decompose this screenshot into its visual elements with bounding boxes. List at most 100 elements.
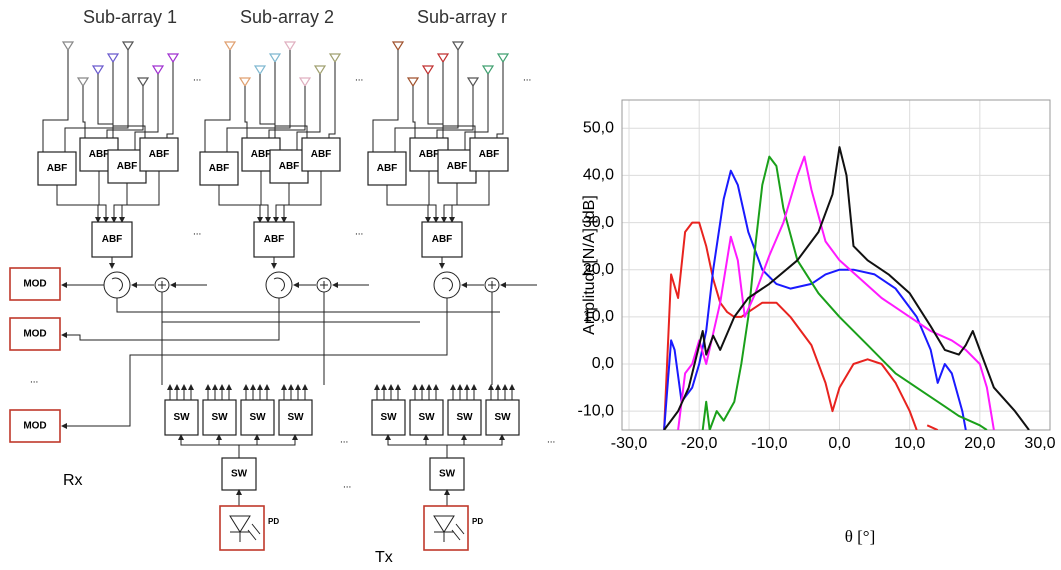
wire <box>446 434 467 458</box>
wire <box>112 62 146 138</box>
block <box>253 221 295 258</box>
block-label: MOD <box>23 421 46 432</box>
series-line <box>663 169 967 430</box>
ellipsis: ... <box>547 435 555 446</box>
block-label: SW <box>287 412 304 423</box>
antenna <box>298 77 312 88</box>
block-label: ABF <box>279 161 300 172</box>
antenna <box>91 65 105 76</box>
subarray-title: Sub-array r <box>417 7 507 27</box>
wire <box>82 86 86 138</box>
y-tick-label: 20,0 <box>583 261 614 278</box>
wire <box>274 62 308 138</box>
pd-label: PD <box>268 517 279 526</box>
antenna <box>121 41 135 52</box>
phase-shifter <box>103 271 131 299</box>
wire <box>226 50 291 152</box>
y-tick-label: -10,0 <box>578 402 615 419</box>
block-label: ABF <box>447 161 468 172</box>
wire <box>111 183 128 223</box>
block-label: ABF <box>311 149 332 160</box>
block <box>367 151 407 186</box>
wire <box>204 50 231 152</box>
x-tick-label: 0,0 <box>828 435 850 452</box>
red-box <box>9 409 61 443</box>
wire <box>442 62 476 138</box>
block-label: ABF <box>149 149 170 160</box>
wire <box>259 74 276 150</box>
wire <box>178 434 240 458</box>
wire <box>98 171 109 223</box>
antenna <box>223 41 237 52</box>
wire <box>328 62 336 138</box>
antenna <box>391 41 405 52</box>
x-axis-label: θ [°] <box>845 527 876 546</box>
block-label: SW <box>494 412 511 423</box>
antenna <box>406 77 420 88</box>
block <box>301 137 341 172</box>
wire <box>441 183 458 223</box>
wire <box>268 86 306 138</box>
ellipsis: ... <box>193 73 201 84</box>
block-label: ABF <box>102 234 123 245</box>
block-label: ABF <box>251 149 272 160</box>
x-tick-label: -30,0 <box>611 435 648 452</box>
block <box>37 151 77 186</box>
ellipsis: ... <box>30 375 38 386</box>
wire <box>260 171 271 223</box>
wire <box>412 86 416 138</box>
ellipsis: ... <box>355 73 363 84</box>
wire <box>423 434 448 458</box>
wire <box>446 434 505 458</box>
antenna <box>268 53 282 64</box>
antenna <box>106 53 120 64</box>
wire <box>97 74 114 150</box>
block-label: MOD <box>23 279 46 290</box>
antenna <box>61 41 75 52</box>
block-label: SW <box>380 412 397 423</box>
wire <box>372 50 399 152</box>
antenna <box>283 41 297 52</box>
x-tick-label: 20,0 <box>964 435 995 452</box>
block-label: ABF <box>479 149 500 160</box>
block-label: ABF <box>47 163 68 174</box>
wire <box>449 171 490 223</box>
series-line <box>677 155 995 430</box>
block-label: ABF <box>264 234 285 245</box>
subarray-title: Sub-array 1 <box>83 7 177 27</box>
block <box>371 399 406 436</box>
wire <box>428 171 439 223</box>
wire <box>273 183 290 223</box>
adder-symbol <box>488 281 496 289</box>
phase-shifter <box>265 271 293 299</box>
ellipsis: ... <box>340 435 348 446</box>
wire <box>119 171 160 223</box>
block <box>485 399 520 436</box>
y-tick-label: 0,0 <box>592 355 614 372</box>
antenna <box>166 53 180 64</box>
wire <box>218 185 263 223</box>
block <box>139 137 179 172</box>
block-label: SW <box>439 469 456 480</box>
block-label: ABF <box>432 234 453 245</box>
wire <box>61 298 448 429</box>
adder-symbol <box>320 281 328 289</box>
tx-label: Tx <box>375 549 393 566</box>
y-tick-label: 40,0 <box>583 167 614 184</box>
wire <box>238 434 260 458</box>
antenna <box>328 53 342 64</box>
wire <box>386 185 431 223</box>
antenna <box>466 77 480 88</box>
photodiode <box>229 515 261 542</box>
block <box>278 399 313 436</box>
antenna <box>451 41 465 52</box>
x-tick-label: 30,0 <box>1024 435 1055 452</box>
x-tick-label: 10,0 <box>894 435 925 452</box>
chart: -10,0 0,0 10,0 20,0 30,0 40,0 50,0 -30,0 -20,0 -1… <box>578 99 1056 546</box>
wire <box>394 50 459 152</box>
ellipsis: ... <box>343 480 351 491</box>
photodiode <box>433 515 465 542</box>
x-tick-label: -10,0 <box>751 435 788 452</box>
antenna <box>436 53 450 64</box>
